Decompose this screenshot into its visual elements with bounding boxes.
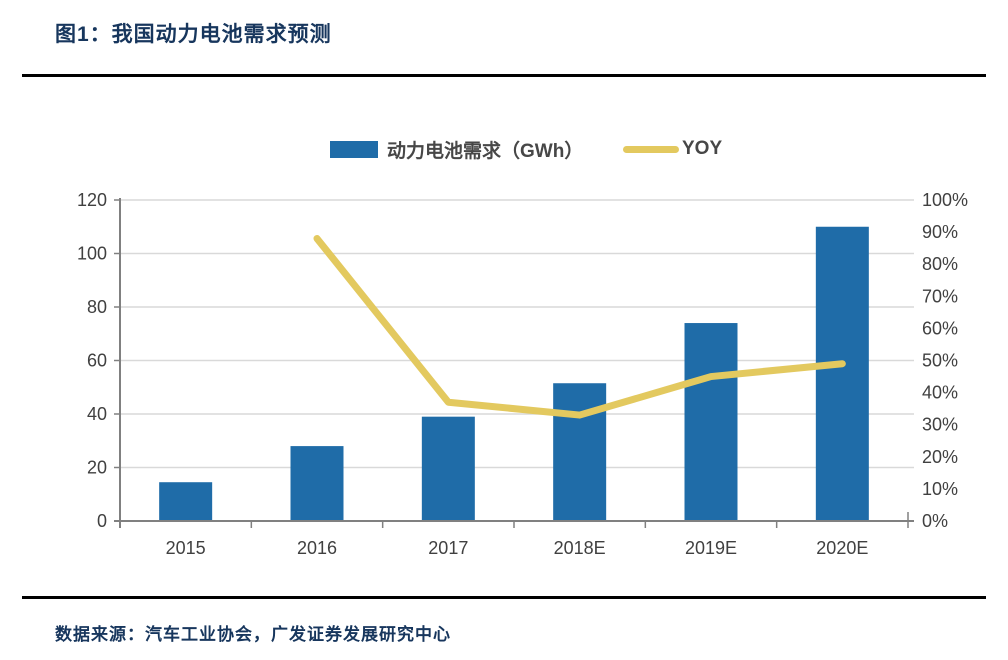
svg-text:100: 100 xyxy=(77,244,107,264)
data-source: 数据来源：汽车工业协会，广发证券发展研究中心 xyxy=(55,625,451,644)
legend-item-demand: 动力电池需求（GWh） xyxy=(330,139,583,162)
svg-text:40: 40 xyxy=(87,404,107,424)
svg-text:40%: 40% xyxy=(922,383,958,403)
legend-line-swatch xyxy=(623,145,679,153)
svg-text:60: 60 xyxy=(87,351,107,371)
svg-text:80%: 80% xyxy=(922,254,958,274)
legend-bar-label: 动力电池需求（GWh） xyxy=(387,140,584,162)
svg-text:30%: 30% xyxy=(922,415,958,435)
svg-text:70%: 70% xyxy=(922,286,958,306)
svg-text:2018E: 2018E xyxy=(554,538,606,558)
svg-text:120: 120 xyxy=(77,190,107,210)
svg-text:80: 80 xyxy=(87,297,107,317)
svg-text:0%: 0% xyxy=(922,511,948,531)
svg-text:2016: 2016 xyxy=(297,538,337,558)
svg-text:2015: 2015 xyxy=(166,538,206,558)
svg-text:2020E: 2020E xyxy=(816,538,868,558)
svg-text:20%: 20% xyxy=(922,447,958,467)
svg-text:100%: 100% xyxy=(922,190,968,210)
footer-divider xyxy=(22,596,986,599)
title-divider xyxy=(22,74,986,77)
svg-text:20: 20 xyxy=(87,458,107,478)
svg-text:2017: 2017 xyxy=(428,538,468,558)
svg-text:2019E: 2019E xyxy=(685,538,737,558)
svg-text:90%: 90% xyxy=(922,222,958,242)
figure-title: 图1：我国动力电池需求预测 xyxy=(55,23,332,46)
svg-text:0: 0 xyxy=(97,511,107,531)
legend-item-yoy: YOY xyxy=(623,138,723,159)
legend-line-label: YOY xyxy=(682,138,723,159)
svg-text:50%: 50% xyxy=(922,351,958,371)
svg-text:10%: 10% xyxy=(922,479,958,499)
svg-text:60%: 60% xyxy=(922,318,958,338)
legend-bar-swatch xyxy=(330,140,378,158)
